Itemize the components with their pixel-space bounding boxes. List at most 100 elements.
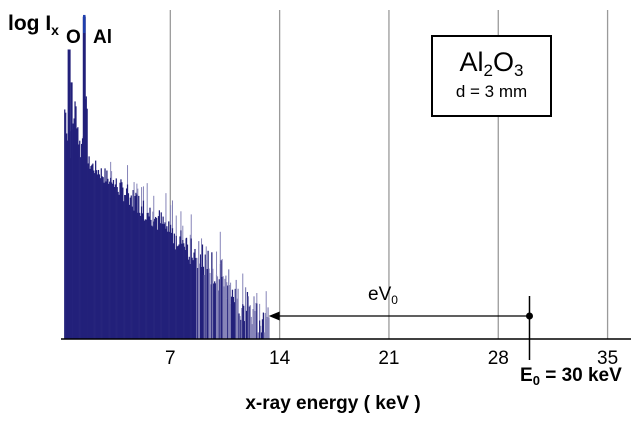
arrow-label: eV0 <box>368 284 398 307</box>
spectrum-bin <box>139 212 141 339</box>
spectrum-bin <box>95 170 98 339</box>
spectrum-bin <box>152 226 154 339</box>
peak-label-al: Al <box>93 27 112 48</box>
spectrum-bin <box>225 275 227 339</box>
spectrum-bin <box>232 296 235 339</box>
spectrum-bin <box>113 186 116 339</box>
spectrum-bin <box>179 236 181 339</box>
spectrum-bin <box>259 325 262 339</box>
spectrum-bin <box>204 254 206 339</box>
spectrum-bin <box>142 200 145 339</box>
spectrum-bin <box>183 243 185 339</box>
spectrum-bin <box>261 319 264 339</box>
spectrum-bin <box>120 179 122 339</box>
spectrum-bin <box>242 304 244 339</box>
spectrum-bin <box>244 287 247 339</box>
spectrum-bin <box>218 279 220 339</box>
spectrum-bin <box>143 220 146 339</box>
peak-o <box>67 49 71 339</box>
spectrum-bin <box>140 206 143 339</box>
spectrum-bin <box>178 244 180 339</box>
spectrum-bin <box>180 230 182 339</box>
spectrum-bin <box>268 317 270 339</box>
spectrum-bin <box>79 140 81 339</box>
x-tick-labels: 7 14 21 28 35 <box>165 348 618 369</box>
spectrum-bin <box>155 218 158 339</box>
spectrum-bin <box>252 309 254 339</box>
spectrum-bin <box>64 109 66 339</box>
spectrum-bin <box>233 302 235 339</box>
spectrum-bin <box>198 241 200 339</box>
spectrum-bin <box>137 212 139 339</box>
spectrum-bin <box>162 216 164 339</box>
spectrum-bin <box>230 296 233 339</box>
spectrum-bin <box>164 222 166 339</box>
spectrum-bin <box>250 316 252 339</box>
spectrum-bin <box>129 197 131 339</box>
spectrum-bin <box>214 283 217 339</box>
spectrum-bin <box>77 127 79 339</box>
spectrum-bin <box>78 144 80 339</box>
spectrum-bin <box>193 252 195 339</box>
spectrum-bin <box>212 268 214 339</box>
spectrum-bin <box>136 194 138 339</box>
spectrum-bin <box>216 276 219 339</box>
spectrum-bin <box>176 246 178 339</box>
spectrum-bin <box>87 163 89 339</box>
spectrum-bin <box>170 224 172 339</box>
spectrum-bin <box>182 239 184 339</box>
spectrum-bin <box>65 133 68 339</box>
spectrum-bin <box>210 284 212 339</box>
spectrum-bin <box>199 254 202 339</box>
spectrum-bin <box>263 332 265 339</box>
spectrum-bin <box>73 118 75 339</box>
spectrum-bin <box>208 268 210 339</box>
spectrum-bin <box>240 319 242 339</box>
spectrum-bin <box>189 263 191 339</box>
spectrum-bin <box>221 276 223 339</box>
spectrum-bin <box>123 201 125 339</box>
spectrum-bin <box>93 170 95 339</box>
x-tick-label-35: 35 <box>597 348 618 369</box>
spectrum-bin <box>151 225 153 339</box>
spectrum-bin <box>206 268 208 339</box>
spectrum-bin <box>168 221 170 339</box>
spectrum-bin <box>201 244 204 339</box>
spectrum-bin <box>110 182 113 339</box>
spectrum-bin <box>76 128 78 339</box>
spectrum-bin <box>75 106 77 339</box>
spectrum-bin <box>191 257 193 339</box>
spectrum-bin <box>97 169 100 339</box>
spectrum-bin <box>125 188 128 339</box>
x-tick-label-21: 21 <box>378 348 399 369</box>
spectrum-bin <box>172 243 175 339</box>
spectrum-bin <box>166 226 168 339</box>
spectrum-bin <box>207 250 209 339</box>
spectrum-bin <box>248 306 250 339</box>
spectrum-bin <box>148 216 150 339</box>
spectrum-bin <box>66 140 69 339</box>
spectrum-bin <box>222 276 224 339</box>
spectrum-bin <box>258 332 260 339</box>
spectrum-bin <box>199 263 201 339</box>
spectrum-bin <box>184 249 187 339</box>
spectrum-bin <box>134 196 136 339</box>
spectrum-bin <box>117 191 119 339</box>
peak-al <box>82 16 86 340</box>
spectrum-bin <box>122 187 124 339</box>
spectrum-bin <box>243 305 245 339</box>
spectrum-bin <box>109 181 111 339</box>
spectrum-bin <box>186 244 189 339</box>
spectrum-bin <box>228 269 230 339</box>
spectrum-bin <box>88 156 90 339</box>
spectrum-bin <box>200 266 203 339</box>
spectrum-bin <box>165 228 167 339</box>
spectrum-bin <box>219 263 221 339</box>
spectrum-bin <box>105 181 107 339</box>
spectrum-bin <box>131 206 133 339</box>
spectrum-bin <box>119 182 121 339</box>
spectrum-bin <box>202 266 205 339</box>
spectrum-bin <box>99 178 101 339</box>
spectrum-bin <box>154 218 156 339</box>
spectrum-bin <box>205 260 207 339</box>
